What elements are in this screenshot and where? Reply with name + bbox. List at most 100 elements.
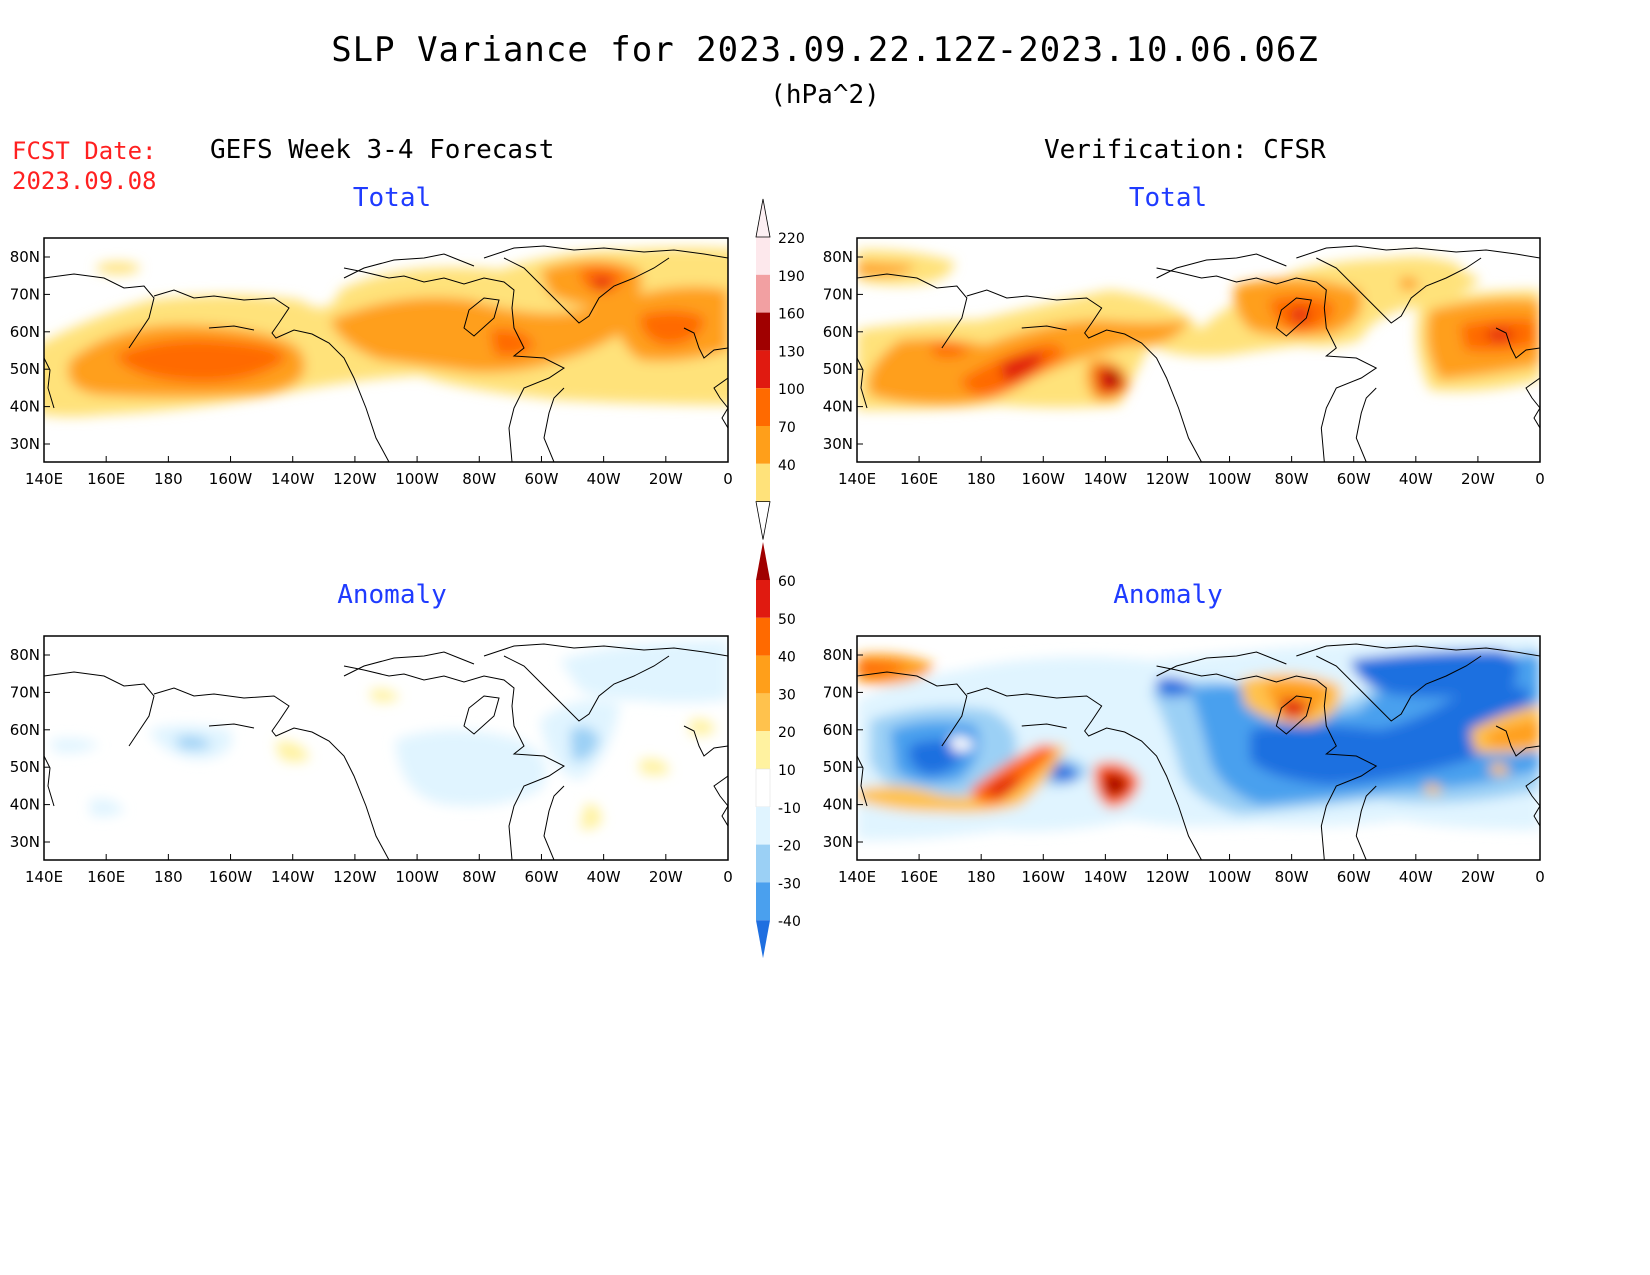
lon-tick-label: 20W — [649, 868, 683, 886]
panel-bl-subtitle: Anomaly — [337, 580, 447, 610]
colorbar-swatch — [756, 617, 770, 656]
axis-labels: 80N 70N 60N 50N 40N 30N 140E 160E 180 160W 140W 120… — [10, 248, 1545, 886]
colorbar-swatch — [756, 731, 770, 769]
colorbar-swatch — [756, 806, 770, 845]
lat-tick-label: 70N — [823, 285, 853, 303]
lon-tick-label: 60W — [1337, 868, 1371, 886]
lon-tick-label: 20W — [1461, 868, 1495, 886]
colorbar-swatch — [756, 542, 770, 580]
fcst-date: FCST Date: 2023.09.08 — [12, 136, 157, 196]
colorbar-anomaly-label: -20 — [778, 839, 801, 855]
lat-tick-label: 60N — [823, 721, 853, 739]
lat-tick-label: 70N — [10, 683, 40, 701]
lat-tick-label: 60N — [10, 323, 40, 341]
lon-tick-label: 140E — [25, 868, 63, 886]
lon-tick-label: 180 — [967, 868, 996, 886]
colorbar-swatch — [756, 693, 770, 732]
colorbar-swatch — [756, 580, 770, 618]
lat-tick-label: 80N — [10, 646, 40, 664]
panel-cfsr-total — [856, 237, 1541, 463]
lon-tick-label: 60W — [524, 470, 558, 488]
lon-tick-label: 100W — [395, 470, 439, 488]
lon-tick-label: 60W — [524, 868, 558, 886]
fcst-date-value: 2023.09.08 — [12, 167, 157, 195]
colorbar-total-label: 220 — [778, 231, 805, 247]
lat-tick-label: 30N — [10, 435, 40, 453]
lon-tick-label: 0 — [723, 868, 733, 886]
colorbar-anomaly-label: 60 — [778, 574, 796, 590]
figure-title: SLP Variance for 2023.09.22.12Z-2023.10.… — [331, 30, 1319, 70]
lon-tick-label: 100W — [395, 868, 439, 886]
lon-tick-label: 140W — [1084, 470, 1128, 488]
lon-tick-label: 100W — [1208, 868, 1252, 886]
lon-tick-label: 0 — [1535, 868, 1545, 886]
colorbar-anomaly: 60 50 40 30 20 10 -10 -20 -30 -40 — [755, 542, 801, 959]
colorbar-anomaly-label: 10 — [778, 763, 796, 779]
colorbar-anomaly-label: 50 — [778, 612, 796, 628]
colorbar-total-label: 190 — [778, 269, 805, 285]
colorbar-swatch — [756, 274, 770, 313]
lon-tick-label: 160E — [87, 470, 125, 488]
lon-tick-label: 160E — [900, 470, 938, 488]
lon-tick-label: 140W — [271, 470, 315, 488]
lon-tick-label: 0 — [1535, 470, 1545, 488]
lon-tick-label: 160E — [87, 868, 125, 886]
lon-tick-label: 20W — [1461, 470, 1495, 488]
colorbar-total-label: 70 — [778, 420, 796, 436]
lon-tick-label: 180 — [154, 868, 183, 886]
colorbar-swatch — [755, 768, 771, 808]
colorbar-swatch — [756, 312, 770, 351]
lon-tick-label: 180 — [967, 470, 996, 488]
lon-tick-label: 100W — [1208, 470, 1252, 488]
colorbar-anomaly-label: -40 — [778, 914, 801, 930]
lon-tick-label: 140W — [1084, 868, 1128, 886]
lat-tick-label: 50N — [10, 758, 40, 776]
colorbar-swatch — [756, 655, 770, 694]
colorbar-swatch — [756, 388, 770, 426]
lon-tick-label: 140E — [838, 868, 876, 886]
lon-tick-label: 120W — [1146, 868, 1190, 886]
panel-tr-subtitle: Total — [1128, 183, 1208, 213]
panel-gefs-anomaly — [43, 635, 729, 861]
lat-tick-label: 30N — [10, 833, 40, 851]
lon-tick-label: 180 — [154, 470, 183, 488]
lat-tick-label: 60N — [823, 323, 853, 341]
lon-tick-label: 60W — [1337, 470, 1371, 488]
lat-tick-label: 40N — [823, 398, 853, 416]
colorbar-anomaly-label: 30 — [778, 687, 796, 703]
lat-tick-label: 80N — [10, 248, 40, 266]
lon-tick-label: 140E — [838, 470, 876, 488]
colorbar-total: 220 190 160 130 100 70 40 — [755, 198, 805, 540]
lon-tick-label: 160W — [209, 868, 253, 886]
lon-tick-label: 40W — [587, 470, 621, 488]
colorbar-total-label: 40 — [778, 458, 796, 474]
colorbar-swatch — [756, 237, 770, 275]
colorbar-swatch — [756, 463, 770, 502]
lat-tick-label: 50N — [10, 360, 40, 378]
lon-tick-label: 120W — [1146, 470, 1190, 488]
left-panel-title: GEFS Week 3-4 Forecast — [210, 135, 555, 165]
colorbar-swatch — [756, 920, 770, 959]
lat-tick-label: 40N — [10, 398, 40, 416]
colorbar-anomaly-label: 40 — [778, 650, 796, 666]
panel-br-subtitle: Anomaly — [1113, 580, 1223, 610]
lon-tick-label: 160W — [1022, 470, 1066, 488]
colorbar-anomaly-label: -30 — [778, 876, 801, 892]
lat-tick-label: 50N — [823, 758, 853, 776]
lon-tick-label: 0 — [723, 470, 733, 488]
lat-tick-label: 30N — [823, 435, 853, 453]
lon-tick-label: 80W — [1275, 470, 1309, 488]
lon-tick-label: 160E — [900, 868, 938, 886]
lon-tick-label: 140W — [271, 868, 315, 886]
colorbar-anomaly-label: 20 — [778, 725, 796, 741]
lon-tick-label: 80W — [462, 868, 496, 886]
lon-tick-label: 160W — [1022, 868, 1066, 886]
lat-tick-label: 50N — [823, 360, 853, 378]
lon-tick-label: 40W — [1399, 868, 1433, 886]
panel-tl-subtitle: Total — [352, 183, 432, 213]
lat-tick-label: 60N — [10, 721, 40, 739]
right-panel-title: Verification: CFSR — [1044, 135, 1326, 165]
lon-tick-label: 20W — [649, 470, 683, 488]
lon-tick-label: 120W — [333, 868, 377, 886]
